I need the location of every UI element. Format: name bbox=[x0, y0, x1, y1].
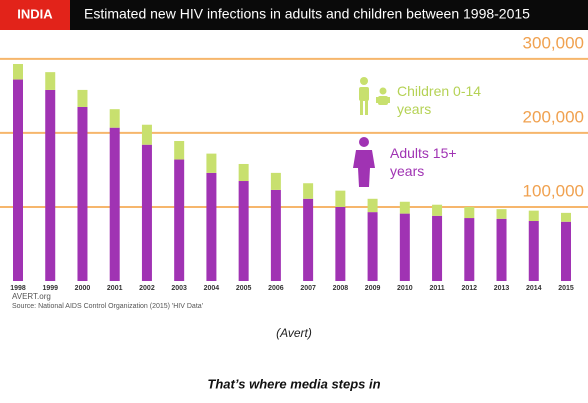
bar-segment bbox=[432, 215, 443, 281]
chart-title: Estimated new HIV infections in adults a… bbox=[84, 6, 530, 22]
footer: That’s where media steps in bbox=[207, 376, 380, 391]
bar-segment bbox=[270, 172, 281, 190]
x-tick-label: 2012 bbox=[462, 285, 478, 292]
bar-segment bbox=[109, 127, 120, 281]
x-tick-label: 2011 bbox=[429, 285, 444, 292]
badge: INDIA bbox=[17, 6, 53, 21]
bar-segment bbox=[13, 79, 23, 281]
x-tick-label: 2005 bbox=[236, 285, 252, 292]
x-tick-label: 2008 bbox=[333, 285, 349, 292]
x-tick-label: 2013 bbox=[494, 285, 510, 292]
bar-segment bbox=[45, 89, 56, 281]
bar-segment bbox=[432, 204, 443, 216]
adult-icon bbox=[353, 137, 375, 187]
bar-segment bbox=[464, 206, 475, 219]
x-tick-label: 2007 bbox=[300, 285, 316, 292]
bar-segment bbox=[399, 213, 410, 281]
bar-segment bbox=[303, 198, 314, 281]
bar-segment bbox=[561, 221, 571, 281]
caption: (Avert) bbox=[276, 326, 312, 340]
bar-segment bbox=[303, 183, 314, 199]
x-tick-label: 2001 bbox=[107, 285, 123, 292]
bar-segment bbox=[270, 189, 281, 281]
bar-segment bbox=[77, 106, 88, 281]
x-tick-label: 2004 bbox=[204, 285, 220, 292]
x-tick-label: 2014 bbox=[526, 285, 542, 292]
child-icon bbox=[359, 77, 390, 115]
x-tick-label: 2010 bbox=[397, 285, 413, 292]
source: Source: National AIDS Control Organizati… bbox=[12, 303, 203, 310]
bar-segment bbox=[367, 198, 378, 213]
bar-segment bbox=[206, 153, 217, 173]
bar-segment bbox=[109, 109, 120, 128]
bar-segment bbox=[528, 210, 539, 222]
x-tick-label: 1999 bbox=[42, 285, 58, 292]
bar-segment bbox=[13, 63, 23, 80]
bar-segment bbox=[528, 221, 539, 281]
bar-segment bbox=[335, 206, 346, 281]
bar-segment bbox=[464, 218, 475, 281]
bar-segment bbox=[206, 172, 217, 281]
bar-segment bbox=[561, 212, 571, 222]
bar-segment bbox=[77, 89, 88, 107]
x-tick-label: 2003 bbox=[171, 285, 187, 292]
badge-box bbox=[0, 0, 70, 30]
bar-segment bbox=[335, 190, 346, 207]
bar-segment bbox=[496, 209, 507, 219]
y-tick-label: 200,000 bbox=[523, 107, 584, 126]
bar-segment bbox=[174, 141, 185, 160]
header-bar bbox=[0, 0, 588, 30]
x-tick-label: 1998 bbox=[10, 285, 26, 292]
bar-segment bbox=[238, 163, 249, 182]
x-tick-label: 2015 bbox=[558, 285, 574, 292]
y-tick-label: 100,000 bbox=[523, 181, 584, 200]
bar-segment bbox=[496, 218, 507, 281]
source-site: AVERT.org bbox=[12, 292, 51, 301]
bar-segment bbox=[174, 159, 185, 281]
legend-children: Children 0-14 years bbox=[397, 83, 482, 117]
bar-segment bbox=[141, 124, 152, 145]
y-tick-label: 300,000 bbox=[523, 33, 584, 52]
x-tick-label: 2002 bbox=[139, 285, 155, 292]
bar-segment bbox=[399, 201, 410, 214]
bar-segment bbox=[367, 212, 378, 281]
bar-segment bbox=[141, 144, 152, 281]
x-tick-label: 2000 bbox=[75, 285, 91, 292]
x-tick-label: 2009 bbox=[365, 285, 381, 292]
legend-adults: Adults 15+ years bbox=[390, 145, 457, 179]
x-tick-label: 2006 bbox=[268, 285, 284, 292]
plot: 100,000 200,000 300,000 1998 1999 2000 2001 200… bbox=[0, 33, 588, 292]
bar-segment bbox=[45, 72, 56, 90]
bar-segment bbox=[238, 181, 249, 281]
